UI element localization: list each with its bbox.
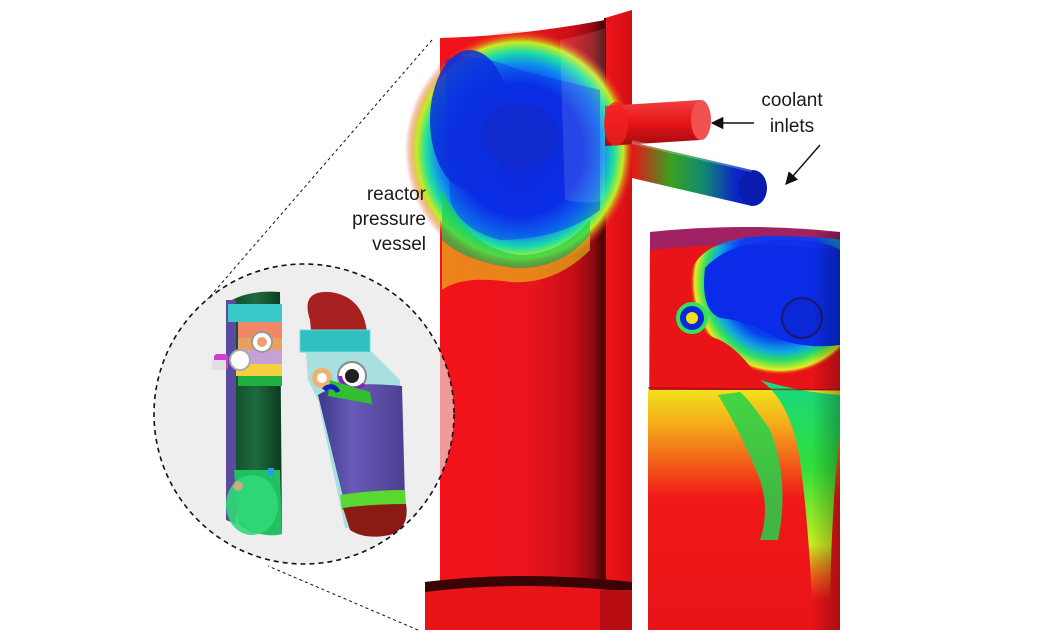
coolant-inlet-pipes (604, 100, 767, 206)
label-pressure: pressure (352, 209, 426, 230)
lower-inlet-pipe (632, 142, 762, 206)
arrow-to-lower-inlet (785, 144, 821, 185)
reactor-vessel-cutaway (405, 10, 635, 630)
reactor-pressure-vessel-label: reactor pressure vessel (352, 184, 427, 255)
inset-circle (154, 264, 454, 564)
inset-cad-view (153, 39, 455, 631)
vessel-section-right (647, 227, 841, 630)
label-reactor: reactor (367, 184, 427, 205)
closed-capsule (299, 291, 407, 537)
vessel-bottom-flange (425, 576, 632, 630)
upper-inlet-pipe (605, 100, 706, 146)
label-inlets: inlets (770, 116, 814, 137)
inset-leader-top (206, 39, 433, 301)
cutaway-capsule (212, 291, 282, 536)
coolant-inlets-label: coolant inlets (761, 90, 823, 137)
label-vessel: vessel (372, 234, 426, 255)
inset-leader-bottom (267, 565, 419, 631)
label-coolant: coolant (761, 90, 823, 111)
